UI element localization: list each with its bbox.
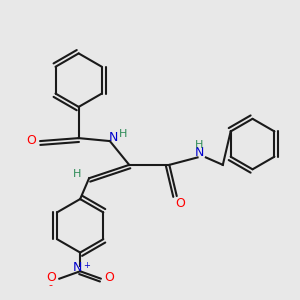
Text: N: N [109, 131, 118, 144]
Text: N: N [194, 146, 204, 159]
Text: -: - [48, 280, 52, 290]
Text: H: H [73, 169, 81, 179]
Text: H: H [195, 140, 203, 150]
Text: +: + [84, 261, 90, 270]
Text: N: N [73, 261, 83, 274]
Text: O: O [175, 197, 185, 210]
Text: O: O [26, 134, 36, 147]
Text: O: O [46, 271, 56, 284]
Text: O: O [104, 271, 114, 284]
Text: H: H [119, 129, 128, 139]
